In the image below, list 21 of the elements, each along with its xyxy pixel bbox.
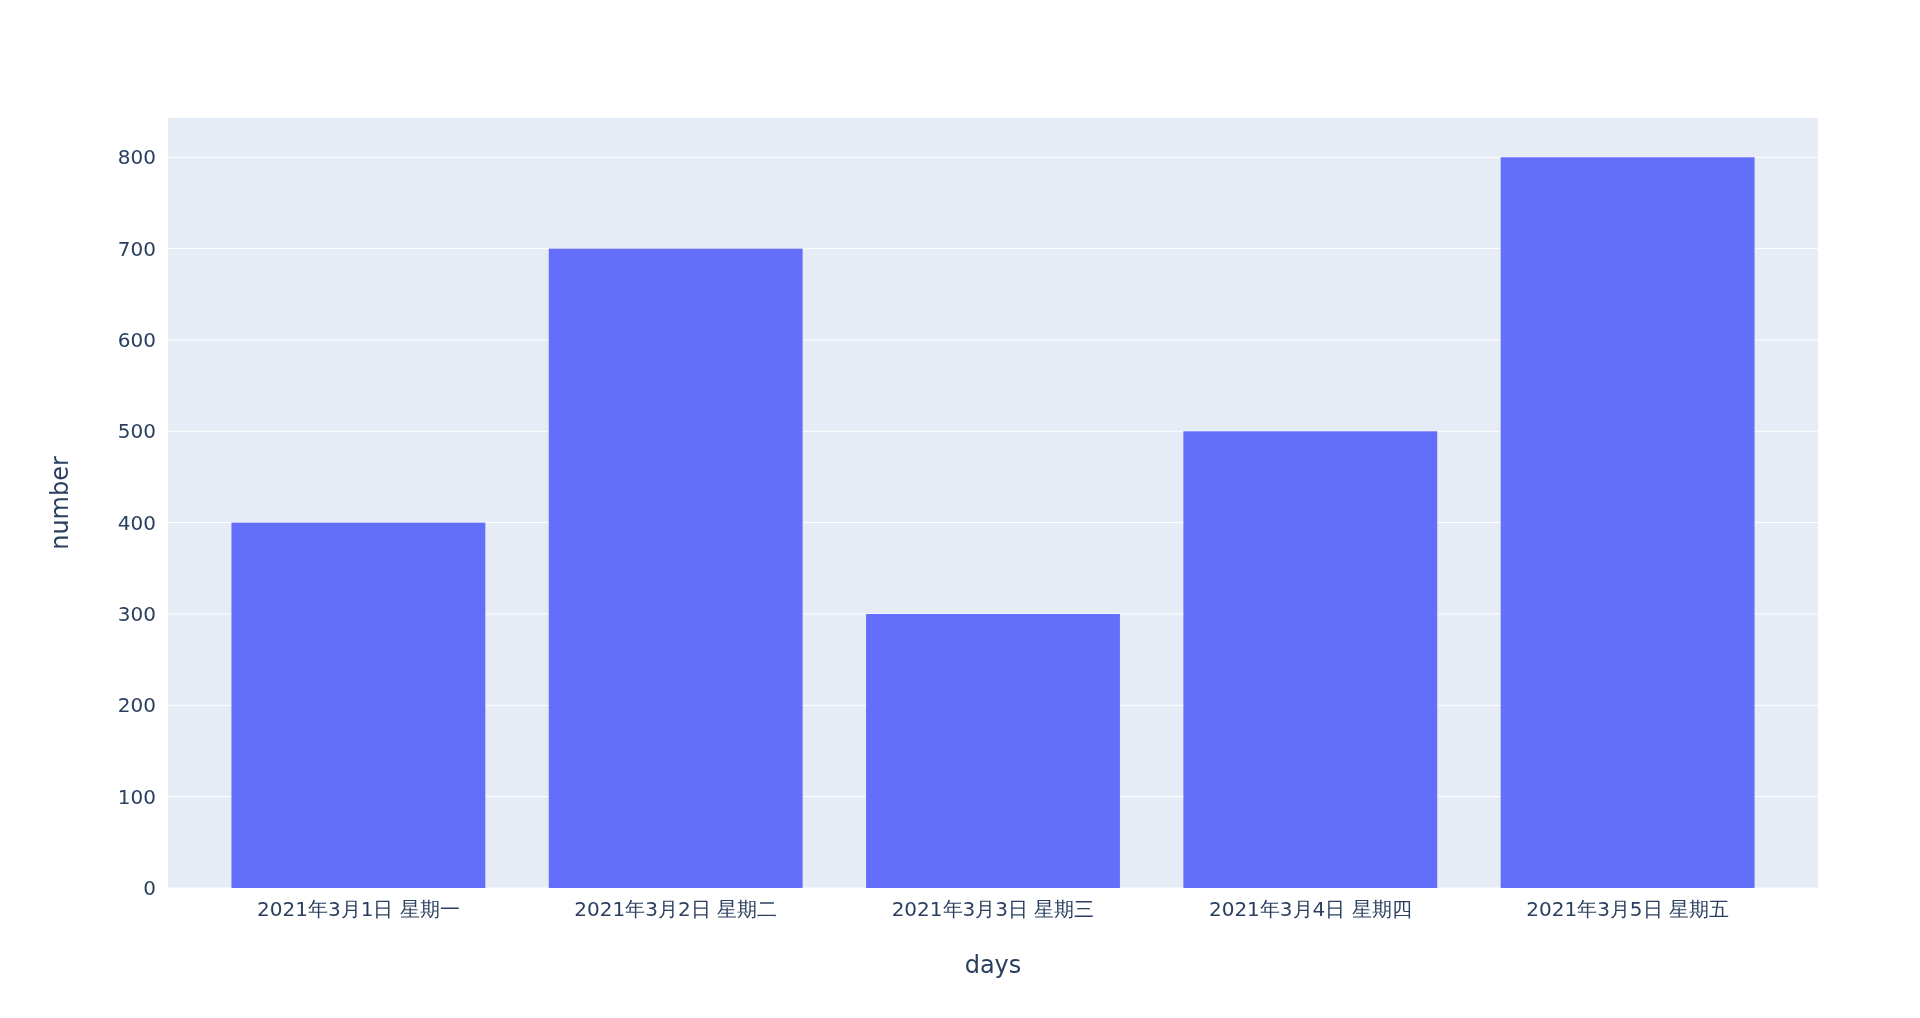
x-tick-label: 2021年3月2日 星期二 — [574, 897, 778, 921]
bar — [1183, 431, 1438, 888]
bar — [866, 613, 1120, 888]
x-axis-title: days — [964, 951, 1022, 979]
x-tick-label: 2021年3月1日 星期一 — [257, 897, 460, 921]
y-tick-label: 100 — [117, 784, 156, 809]
y-axis-title: number — [46, 456, 74, 550]
x-tick-label: 2021年3月3日 星期三 — [891, 897, 1095, 921]
y-tick-label: 200 — [117, 693, 156, 718]
bar — [231, 522, 486, 888]
bar — [548, 248, 803, 888]
y-tick-label: 400 — [117, 510, 156, 535]
y-tick-label: 300 — [117, 601, 156, 626]
y-tick-label: 800 — [117, 145, 156, 170]
x-tick-label: 2021年3月5日 星期五 — [1526, 897, 1729, 921]
y-tick-label: 0 — [143, 876, 156, 900]
y-tick-label: 500 — [117, 419, 156, 444]
bar — [1500, 157, 1755, 888]
y-tick-label: 600 — [117, 327, 156, 352]
y-tick-label: 700 — [117, 236, 156, 261]
x-tick-label: 2021年3月4日 星期四 — [1208, 897, 1412, 921]
